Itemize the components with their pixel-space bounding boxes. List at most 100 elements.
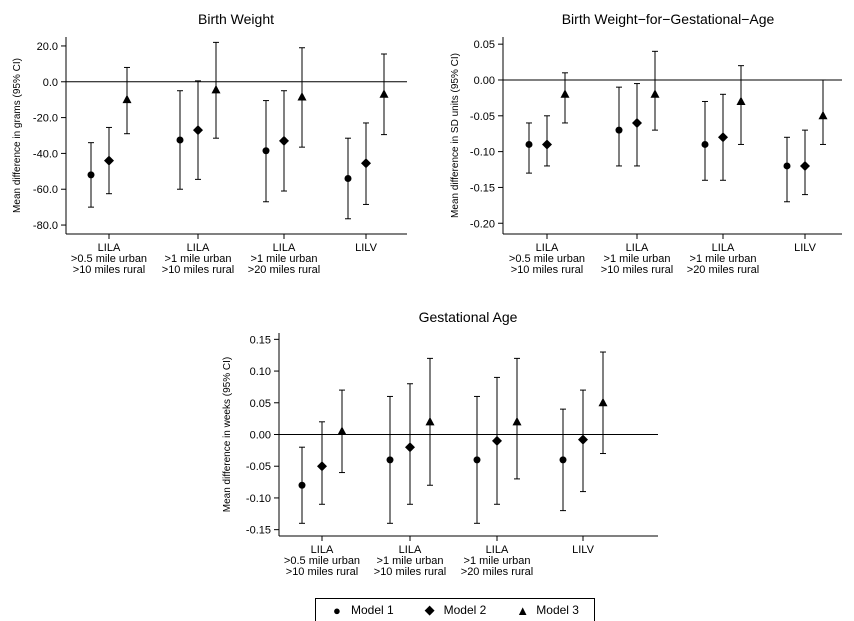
data-point-model-3 <box>211 84 221 94</box>
x-tick-label: >0.5 mile urban <box>284 555 360 567</box>
data-point-model-3 <box>379 89 389 98</box>
y-tick-label: 0.05 <box>250 398 271 410</box>
data-point-model-2 <box>361 158 371 169</box>
x-tick-label: >1 mile urban <box>377 555 444 567</box>
x-tick-label: >20 miles rural <box>687 264 759 276</box>
chart-title: Gestational Age <box>419 309 518 325</box>
chart-panel: Gestational Age 0.15 0.10 0.05 0.00 -0.05 -0.1… <box>222 309 658 578</box>
x-tick-label: >1 mile urban <box>690 253 757 265</box>
x-tick-label: >10 miles rural <box>511 264 583 276</box>
data-point-model-2 <box>578 434 588 445</box>
x-tick-label: >10 miles rural <box>286 566 358 578</box>
x-tick-label: LILA <box>399 544 422 556</box>
data-point-model-1 <box>701 140 709 148</box>
x-tick-label: LILA <box>536 242 559 254</box>
data-point-model-3 <box>512 416 522 426</box>
chart-panel: Birth Weight−for−Gestational−Age 0.05 0.00… <box>450 11 842 276</box>
x-tick-label: LILV <box>794 242 816 254</box>
data-point-model-2 <box>279 135 289 146</box>
circle-marker-icon: ● <box>333 602 341 618</box>
legend-entry-model-2: ◆ Model 2 <box>424 602 487 618</box>
data-point-model-3 <box>650 89 660 98</box>
y-tick-label: -0.10 <box>470 147 495 159</box>
data-point-model-3 <box>560 89 570 98</box>
data-point-model-1 <box>473 456 481 464</box>
y-tick-label: 0.10 <box>250 366 271 378</box>
data-point-model-1 <box>783 162 791 170</box>
data-point-model-2 <box>800 160 810 171</box>
y-tick-label: 0.00 <box>474 75 495 87</box>
x-tick-label: LILA <box>98 242 121 254</box>
y-axis-label: Mean difference in grams (95% CI) <box>12 58 23 213</box>
data-point-model-1 <box>262 147 270 155</box>
data-point-model-1 <box>525 140 533 148</box>
y-tick-label: 0.15 <box>250 334 271 346</box>
data-point-model-3 <box>736 96 746 105</box>
chart-panel: Birth Weight 20.0 0.0 -20.0 -40.0 -60.0 -80.0 M… <box>12 11 407 276</box>
x-tick-label: LILA <box>273 242 296 254</box>
y-axis-label: Mean difference in SD units (95% CI) <box>450 53 461 218</box>
legend-label: Model 2 <box>443 603 487 617</box>
x-tick-label: >1 mile urban <box>165 253 232 265</box>
data-point-model-2 <box>405 442 415 453</box>
data-point-model-3 <box>598 397 608 407</box>
x-tick-label: >0.5 mile urban <box>509 253 585 265</box>
y-tick-label: 0.0 <box>43 77 58 89</box>
x-tick-label: >20 miles rural <box>248 264 320 276</box>
data-point-model-1 <box>559 456 567 464</box>
data-point-model-3 <box>297 91 307 101</box>
y-tick-label: 0.05 <box>474 39 495 51</box>
y-tick-label: -0.15 <box>470 182 495 194</box>
data-point-model-1 <box>344 174 352 182</box>
y-tick-label: -20.0 <box>33 113 58 125</box>
y-tick-label: -40.0 <box>33 148 58 160</box>
diamond-marker-icon: ◆ <box>424 602 435 617</box>
x-tick-label: LILA <box>311 544 334 556</box>
data-point-model-3 <box>337 426 347 435</box>
data-point-model-2 <box>632 117 642 128</box>
x-tick-label: LILV <box>572 544 594 556</box>
legend-entry-model-3: ▲ Model 3 <box>516 603 579 618</box>
data-point-model-2 <box>718 132 728 143</box>
x-tick-label: >0.5 mile urban <box>71 253 147 265</box>
x-tick-label: LILA <box>187 242 210 254</box>
data-point-model-3 <box>425 416 435 426</box>
data-point-model-2 <box>317 461 327 472</box>
y-tick-label: -0.10 <box>246 493 271 505</box>
data-point-model-3 <box>122 94 132 104</box>
data-point-model-1 <box>615 126 623 134</box>
data-point-model-1 <box>386 456 394 464</box>
x-tick-label: >10 miles rural <box>374 566 446 578</box>
x-tick-label: LILA <box>712 242 735 254</box>
data-point-model-1 <box>298 481 306 489</box>
legend-label: Model 1 <box>350 603 394 617</box>
y-tick-label: -0.05 <box>246 461 271 473</box>
triangle-marker-icon: ▲ <box>516 602 530 618</box>
x-tick-label: >10 miles rural <box>162 264 234 276</box>
legend-entry-model-1: ● Model 1 <box>331 603 394 618</box>
chart-title: Birth Weight−for−Gestational−Age <box>562 11 775 27</box>
y-tick-label: 20.0 <box>37 41 58 53</box>
y-tick-label: 0.00 <box>250 430 271 442</box>
data-point-model-2 <box>193 125 203 136</box>
legend-label: Model 3 <box>536 603 579 617</box>
y-tick-label: -60.0 <box>33 184 58 196</box>
y-axis-label: Mean difference in weeks (95% CI) <box>222 357 233 512</box>
data-point-model-1 <box>176 136 184 144</box>
y-tick-label: -0.15 <box>246 525 271 537</box>
x-tick-label: >20 miles rural <box>461 566 533 578</box>
data-point-model-2 <box>492 435 502 446</box>
y-tick-label: -0.05 <box>470 111 495 123</box>
x-tick-label: LILA <box>486 544 509 556</box>
x-tick-label: >10 miles rural <box>73 264 145 276</box>
y-tick-label: -80.0 <box>33 220 58 232</box>
x-tick-label: >1 mile urban <box>464 555 531 567</box>
data-point-model-1 <box>87 171 95 179</box>
data-point-model-2 <box>542 139 552 150</box>
data-point-model-2 <box>104 155 114 166</box>
x-tick-label: LILA <box>626 242 649 254</box>
data-point-model-3 <box>818 110 828 120</box>
y-tick-label: -0.20 <box>470 218 495 230</box>
chart-title: Birth Weight <box>198 11 274 27</box>
